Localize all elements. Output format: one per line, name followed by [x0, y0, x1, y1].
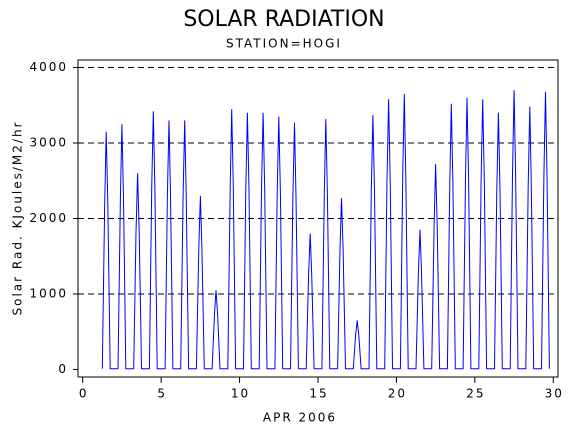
y-axis-label: Solar Rad. KJoules/M2/hr [11, 120, 25, 315]
x-axis-label: APR 2006 [263, 411, 337, 425]
x-tick-label: 15 [309, 387, 328, 401]
y-tick-label: 4000 [29, 60, 68, 74]
x-tick-label: 30 [545, 387, 564, 401]
x-tick-label: 5 [157, 387, 167, 401]
x-tick-label: 0 [79, 387, 89, 401]
chart-subtitle: STATION=HOGI [226, 37, 342, 51]
y-tick-label: 3000 [29, 136, 68, 150]
data-line [101, 90, 550, 370]
y-tick-label: 2000 [29, 211, 68, 225]
x-tick-label: 20 [388, 387, 407, 401]
chart-title: SOLAR RADIATION [183, 7, 384, 32]
x-tick-label: 10 [231, 387, 250, 401]
x-tick-label: 25 [466, 387, 485, 401]
y-tick-label: 1000 [29, 286, 68, 300]
y-tick-label: 0 [58, 362, 68, 376]
